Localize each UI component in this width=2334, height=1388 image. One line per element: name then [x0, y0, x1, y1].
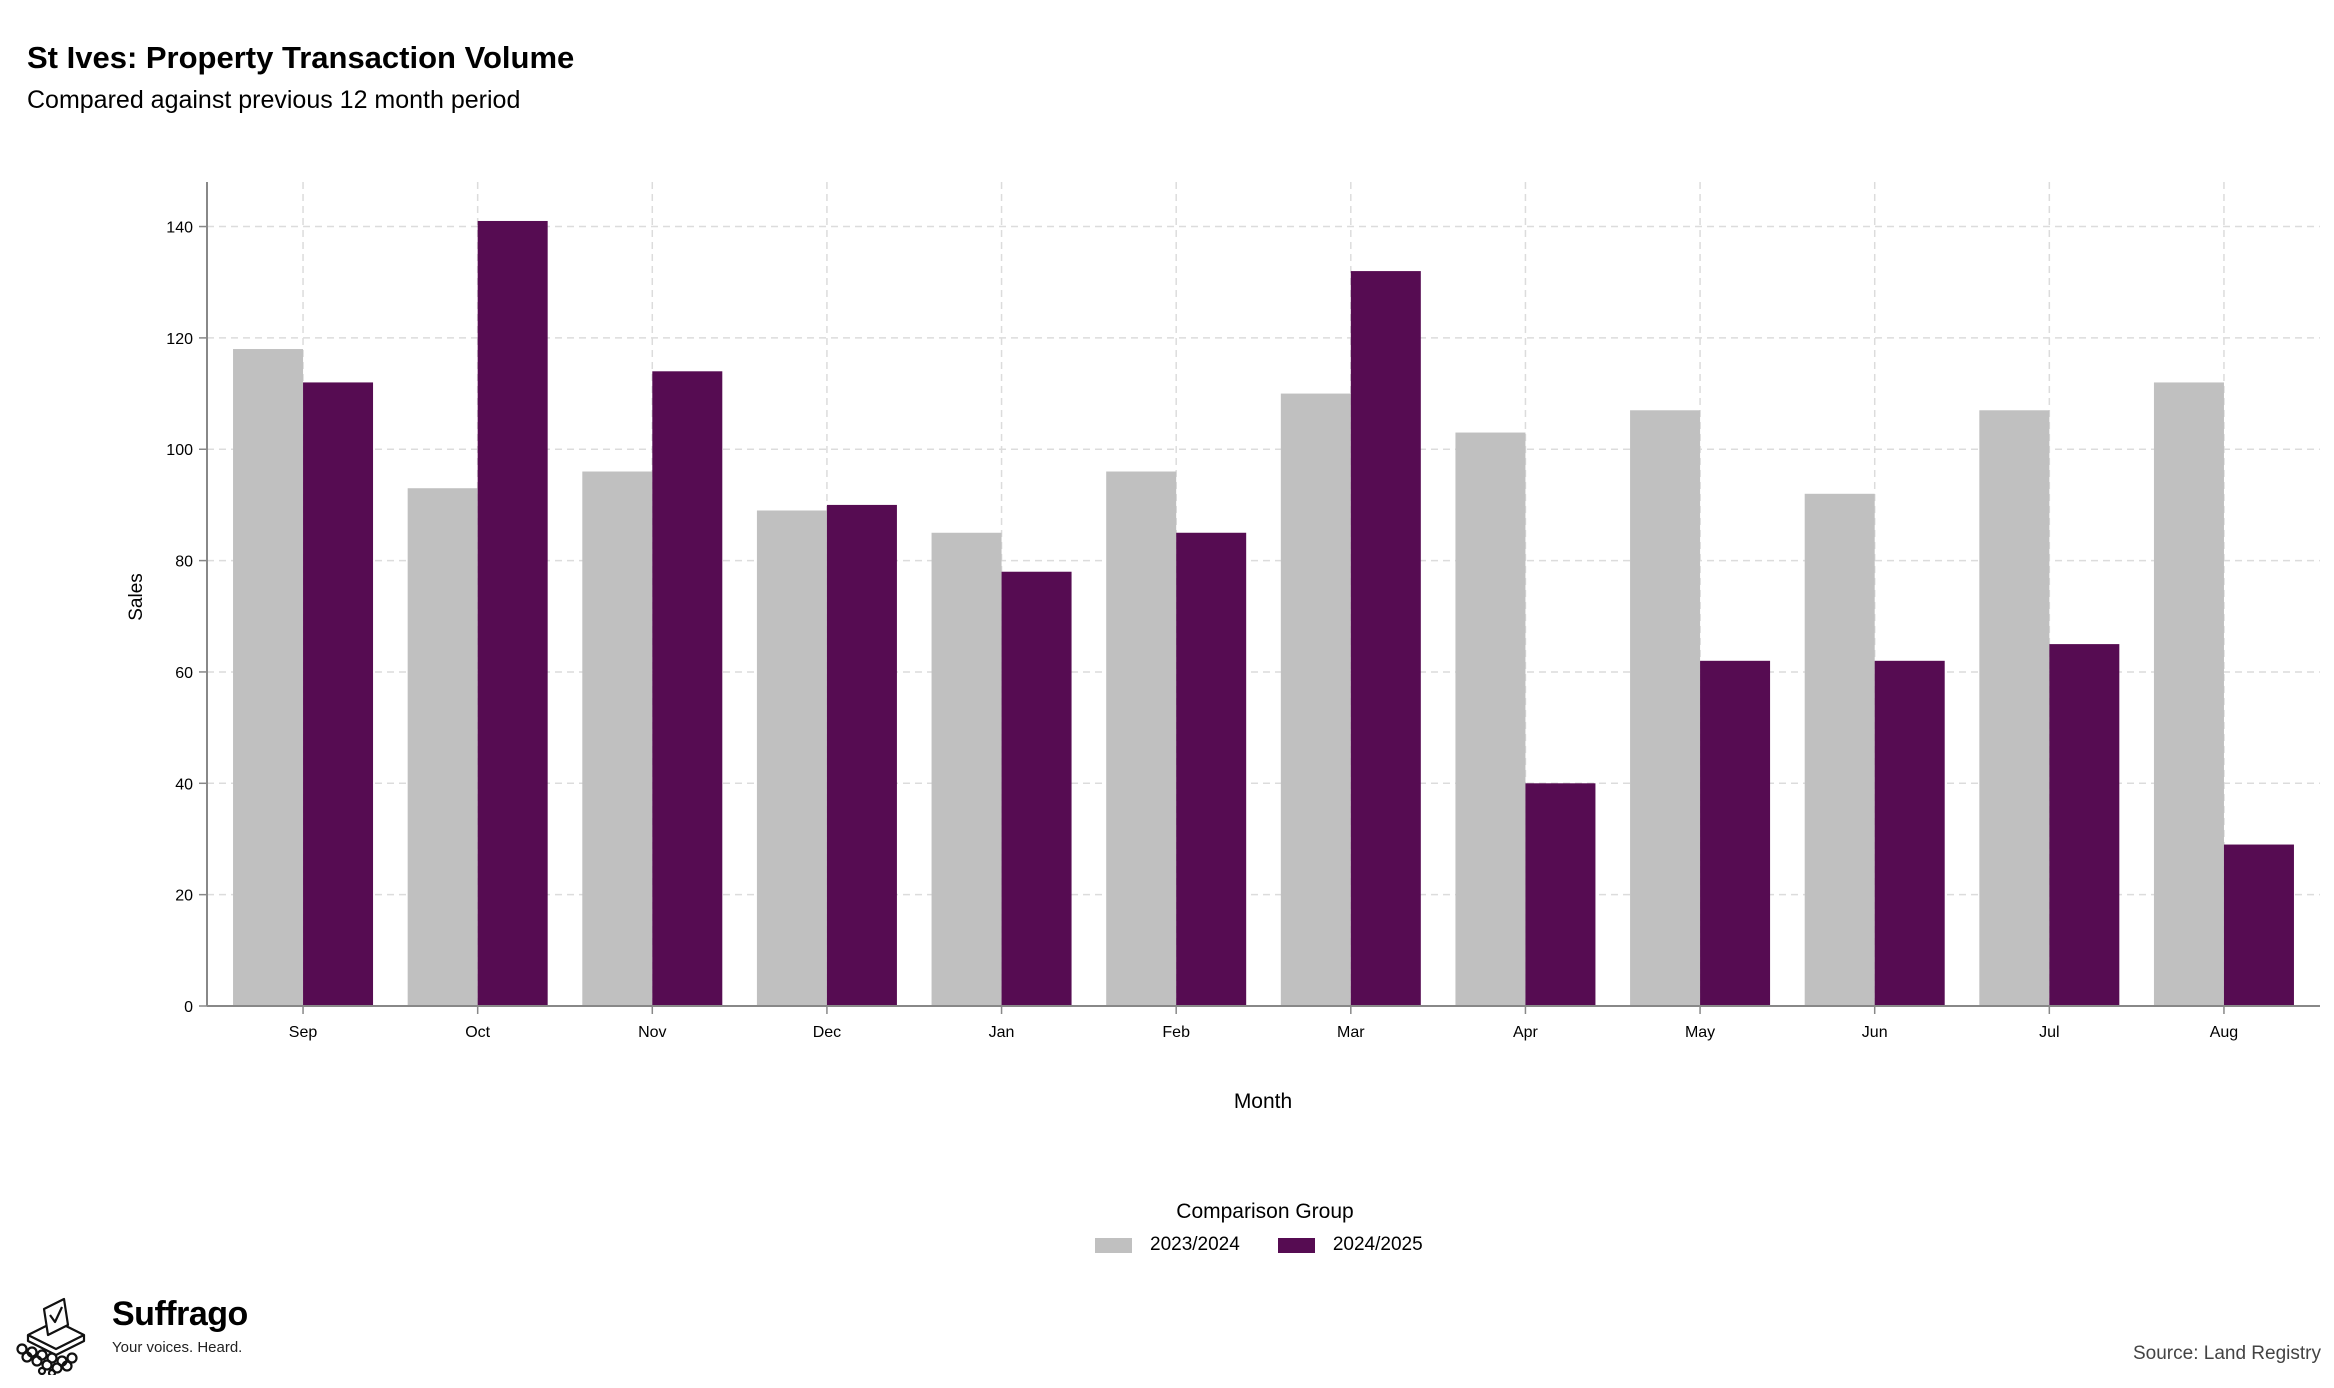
x-tick-label: Nov: [638, 1024, 666, 1041]
y-tick-label: 60: [175, 665, 193, 682]
bar-2024-2025-sep: [303, 382, 374, 1006]
x-tick-label: Feb: [1162, 1024, 1190, 1041]
bar-2024-2025-apr: [1525, 783, 1596, 1006]
chart-subtitle: Compared against previous 12 month perio…: [27, 86, 521, 114]
legend-item-2024-2025: 2024/2025: [1277, 1234, 1423, 1256]
x-tick-label: Jan: [989, 1024, 1015, 1041]
x-tick-label: Sep: [289, 1024, 318, 1041]
bar-2023-2024-nov: [582, 471, 653, 1006]
brand-logo: Suffrago Your voices. Heard.: [14, 1295, 248, 1375]
x-tick-label: Mar: [1337, 1024, 1365, 1041]
bars-layer: [233, 220, 2294, 1007]
bar-2023-2024-jul: [1979, 410, 2050, 1006]
x-tick-label: Aug: [2210, 1024, 2238, 1041]
y-tick-label: 100: [166, 442, 193, 459]
bar-2024-2025-jul: [2049, 644, 2120, 1006]
bar-2024-2025-may: [1700, 660, 1771, 1006]
y-tick-label: 80: [175, 554, 193, 571]
bar-2023-2024-dec: [756, 510, 827, 1006]
bar-2023-2024-may: [1630, 410, 1701, 1006]
bar-2024-2025-oct: [477, 220, 548, 1007]
axis-layer: 0 20 40 60 80 100 120 140 Sep Oct Nov Dec Jan Feb Mar A…: [166, 182, 2320, 1041]
x-tick-label: Jul: [2039, 1024, 2059, 1041]
bar-2023-2024-sep: [233, 349, 304, 1006]
bar-2024-2025-nov: [652, 371, 723, 1006]
bar-2024-2025-jun: [1874, 660, 1945, 1006]
bar-2023-2024-feb: [1106, 471, 1177, 1006]
chart-title: St Ives: Property Transaction Volume: [27, 40, 575, 75]
bar-2024-2025-jan: [1001, 571, 1072, 1006]
bar-2023-2024-mar: [1280, 393, 1351, 1006]
y-tick-label: 120: [166, 331, 193, 348]
y-tick-label: 40: [175, 776, 193, 793]
legend-swatch-2023-2024: [1095, 1237, 1132, 1253]
bar-2023-2024-oct: [407, 488, 478, 1007]
legend-label-2023-2024: 2023/2024: [1150, 1234, 1240, 1255]
x-axis-label: Month: [1234, 1090, 1292, 1113]
x-tick-label: Apr: [1513, 1024, 1539, 1041]
brand-tagline: Your voices. Heard.: [112, 1339, 243, 1356]
brand-name: Suffrago: [112, 1295, 248, 1333]
y-tick-label: 140: [166, 220, 193, 237]
bar-chart: 0 20 40 60 80 100 120 140 Sep Oct Nov Dec Jan Feb Mar A…: [126, 182, 2320, 1113]
y-tick-label: 20: [175, 888, 193, 905]
x-tick-label: Dec: [813, 1024, 841, 1041]
bar-2023-2024-apr: [1455, 432, 1526, 1006]
legend-swatch-2024-2025: [1277, 1237, 1315, 1253]
y-tick-label: 0: [184, 999, 193, 1016]
bar-2024-2025-mar: [1350, 271, 1421, 1007]
ballot-box-icon: [16, 1297, 86, 1375]
bar-2024-2025-aug: [2223, 844, 2294, 1006]
y-axis-label: Sales: [126, 573, 147, 621]
x-tick-label: Jun: [1862, 1024, 1888, 1041]
legend-item-2023-2024: 2023/2024: [1095, 1234, 1240, 1256]
legend-label-2024-2025: 2024/2025: [1332, 1234, 1423, 1255]
bar-2023-2024-aug: [2153, 382, 2224, 1006]
bar-2024-2025-feb: [1176, 532, 1247, 1006]
bar-2023-2024-jun: [1804, 493, 1875, 1006]
bar-2024-2025-dec: [826, 504, 897, 1006]
legend: 2023/2024 2024/2025: [1095, 1232, 1461, 1258]
bar-2023-2024-jan: [931, 532, 1002, 1006]
legend-title: Comparison Group: [1176, 1200, 1354, 1223]
x-tick-label: May: [1685, 1024, 1715, 1041]
source-note: Source: Land Registry: [2133, 1343, 2321, 1364]
x-tick-label: Oct: [465, 1024, 490, 1041]
